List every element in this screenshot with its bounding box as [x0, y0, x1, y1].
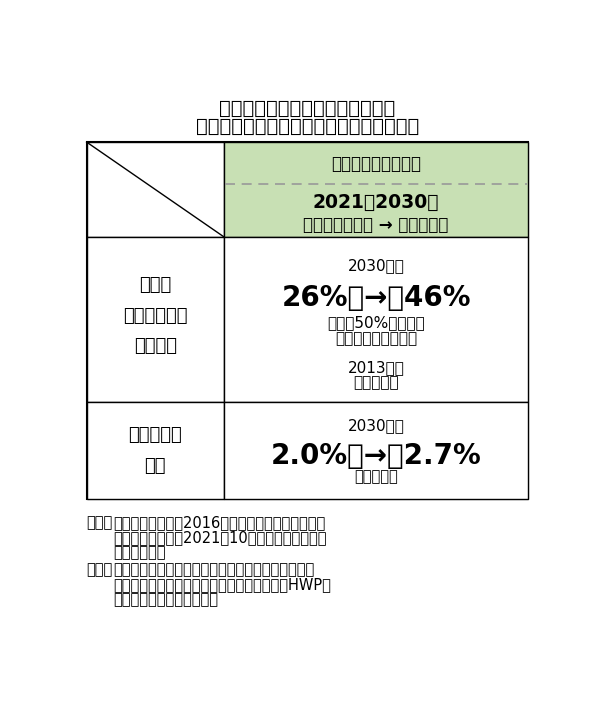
Bar [224, 237, 529, 402]
Text: 森林吸収量目標には、間伐等の森林経営活動等が行: 森林吸収量目標には、間伐等の森林経営活動等が行 [114, 562, 315, 578]
Text: 2021～2030年: 2021～2030年 [313, 193, 439, 212]
Bar [224, 142, 529, 237]
Text: 2030年度: 2030年度 [347, 258, 404, 274]
Text: 2013年度: 2013年度 [347, 360, 404, 375]
Text: 2030年度: 2030年度 [347, 418, 404, 433]
Text: われている森林の吸収量と、伐採木材製品（HWP）: われている森林の吸収量と、伐採木材製品（HWP） [114, 577, 332, 592]
Text: による炭素貯蔵量を計上。: による炭素貯蔵量を計上。 [114, 592, 219, 606]
Bar [224, 402, 529, 499]
Text: 日本の
温室効果ガス
削減目標: 日本の 温室効果ガス 削減目標 [123, 276, 187, 355]
Text: 総排出量比: 総排出量比 [353, 375, 399, 391]
Text: 26%　→　46%: 26% → 46% [281, 284, 471, 313]
Text: 我が国の温室効果ガス排出削減と: 我が国の温室効果ガス排出削減と [220, 99, 395, 118]
Text: 森林吸収量の目標（地球温暖化対策計画）: 森林吸収量の目標（地球温暖化対策計画） [196, 117, 419, 136]
Text: 計画に記載。: 計画に記載。 [114, 545, 166, 560]
Text: 2.0%　→　2.7%: 2.0% → 2.7% [271, 443, 481, 470]
Text: これまでの目標 → 新たな目標: これまでの目標 → 新たな目標 [304, 217, 449, 234]
Bar [86, 237, 224, 402]
Text: 画、新たな目標は2021年10月の地球温暖化対策: 画、新たな目標は2021年10月の地球温暖化対策 [114, 530, 327, 545]
Bar [86, 142, 529, 499]
Text: （同上比）: （同上比） [354, 469, 398, 484]
Text: 注１：: 注１： [86, 516, 113, 531]
Text: ２：: ２： [86, 562, 113, 578]
Bar [86, 402, 224, 499]
Text: さらに50%の高みに: さらに50%の高みに [327, 316, 425, 331]
Text: これまでの目標は2016年５月の地球温暖化対策計: これまでの目標は2016年５月の地球温暖化対策計 [114, 516, 326, 531]
Text: 向けて挑戦を続ける: 向けて挑戦を続ける [335, 331, 417, 346]
Bar [86, 142, 224, 237]
Text: 森林吸収量
目標: 森林吸収量 目標 [128, 426, 182, 475]
Text: 地球温暖化対策計画: 地球温暖化対策計画 [331, 155, 421, 173]
